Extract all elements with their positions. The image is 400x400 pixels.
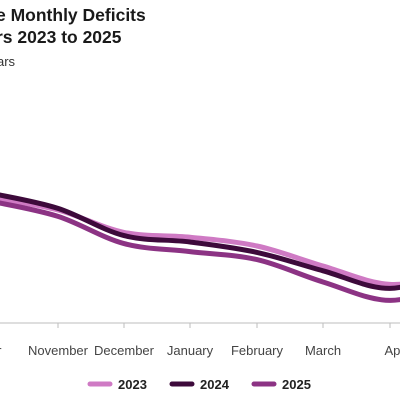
x-tick-label: November <box>28 343 89 358</box>
x-tick-label: December <box>94 343 155 358</box>
legend-item-2024: 2024 <box>169 377 230 392</box>
x-tick-label: February <box>231 343 284 358</box>
legend-item-2023: 2023 <box>87 377 147 392</box>
legend-item-2025: 2025 <box>251 377 311 392</box>
series-line-2025 <box>0 200 400 303</box>
chart-title: e Monthly Deficits rs 2023 to 2025 <box>0 4 146 48</box>
x-tick-label: ber <box>0 343 2 358</box>
legend: 2023 2024 2025 <box>87 377 311 392</box>
x-tick-label: Apri <box>384 343 400 358</box>
chart-title-line: rs 2023 to 2025 <box>0 27 122 47</box>
legend-label: 2023 <box>118 377 147 392</box>
legend-label: 2025 <box>282 377 311 392</box>
x-tick-label: January <box>167 343 214 358</box>
chart-subtitle: ars <box>0 54 16 69</box>
chart-title-line: e Monthly Deficits <box>0 5 146 25</box>
legend-label: 2024 <box>200 377 230 392</box>
series-lines <box>0 192 400 303</box>
x-tick-label: March <box>305 343 341 358</box>
series-line-2024 <box>0 192 400 291</box>
x-axis: ber November December January February March A… <box>0 322 400 358</box>
